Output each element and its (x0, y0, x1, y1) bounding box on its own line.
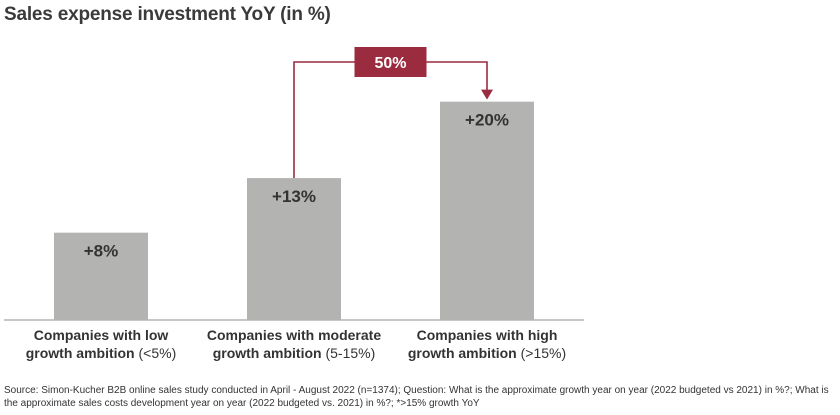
chart-title: Sales expense investment YoY (in %) (4, 4, 331, 25)
category-label-3: Companies with high growth ambition (>15%… (407, 327, 567, 361)
bar-3 (440, 101, 534, 321)
growth-arrow-head (481, 89, 493, 100)
category-label-2: Companies with moderate growth ambition (… (206, 327, 382, 361)
data-label-1: +8% (84, 242, 119, 261)
growth-annotation-label: 50% (374, 55, 406, 72)
source-note: Source: Simon-Kucher B2B online sales st… (4, 385, 829, 409)
bar-2 (247, 178, 341, 320)
growth-annotation-box (354, 47, 427, 77)
bar-1 (54, 232, 148, 320)
data-label-2: +13% (272, 187, 316, 206)
category-label-1: Companies with low growth ambition (<5%) (25, 327, 177, 361)
data-label-3: +20% (465, 111, 509, 130)
